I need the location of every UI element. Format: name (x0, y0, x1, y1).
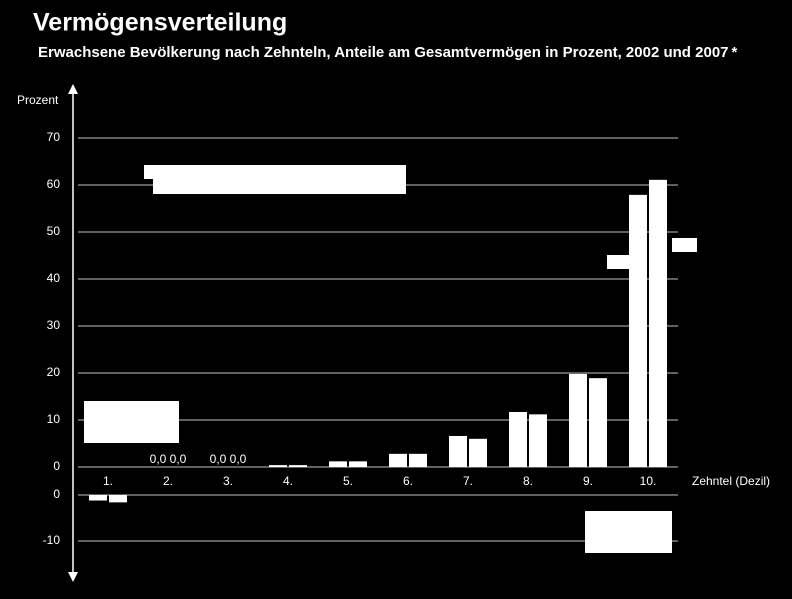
bar (89, 495, 107, 501)
y-axis-label: Prozent (17, 93, 59, 107)
bar (629, 194, 647, 467)
bar (389, 453, 407, 467)
y-tick-label: -10 (43, 533, 61, 547)
bar (469, 438, 487, 467)
annotation-box (585, 511, 672, 553)
bar (509, 412, 527, 467)
chart-title: Vermögensverteilung (33, 9, 287, 37)
x-tick-label: 7. (463, 474, 473, 488)
chart-subtitle: Erwachsene Bevölkerung nach Zehnteln, An… (38, 44, 738, 61)
bar (449, 435, 467, 467)
y-tick-label: 50 (47, 224, 61, 238)
x-tick-label: 4. (283, 474, 293, 488)
bar (589, 378, 607, 467)
value-label: 0,0 (230, 452, 247, 466)
annotation-box (607, 255, 631, 269)
x-tick-label: 8. (523, 474, 533, 488)
axis-arrow (68, 572, 78, 582)
x-tick-label: 5. (343, 474, 353, 488)
y-tick-label: 30 (47, 318, 61, 332)
x-tick-label: 1. (103, 474, 113, 488)
x-axis-label: Zehntel (Dezil) (692, 474, 770, 488)
value-label: 0,0 (170, 452, 187, 466)
bar (649, 179, 667, 467)
bar (569, 373, 587, 467)
bar (529, 414, 547, 467)
bar (409, 453, 427, 467)
x-tick-label: 9. (583, 474, 593, 488)
bar (269, 465, 287, 467)
axis-arrow (68, 84, 78, 94)
y-tick-label: 10 (47, 412, 61, 426)
value-label: 0,0 (210, 452, 227, 466)
annotation-box (672, 238, 697, 252)
bar (109, 495, 127, 503)
y-tick-label: 0 (53, 459, 60, 473)
x-tick-label: 10. (640, 474, 657, 488)
x-tick-label: 3. (223, 474, 233, 488)
y-tick-label: 20 (47, 365, 61, 379)
y-tick-label: 60 (47, 177, 61, 191)
y-tick-label: 70 (47, 130, 61, 144)
annotation-box (144, 165, 406, 194)
x-tick-label: 2. (163, 474, 173, 488)
x-tick-label: 6. (403, 474, 413, 488)
y-tick-label: 40 (47, 271, 61, 285)
bar (329, 461, 347, 467)
annotation-box (84, 401, 179, 443)
bar (349, 461, 367, 467)
value-label: 0,0 (150, 452, 167, 466)
bar (289, 465, 307, 467)
y-tick-label: 0 (53, 487, 60, 501)
